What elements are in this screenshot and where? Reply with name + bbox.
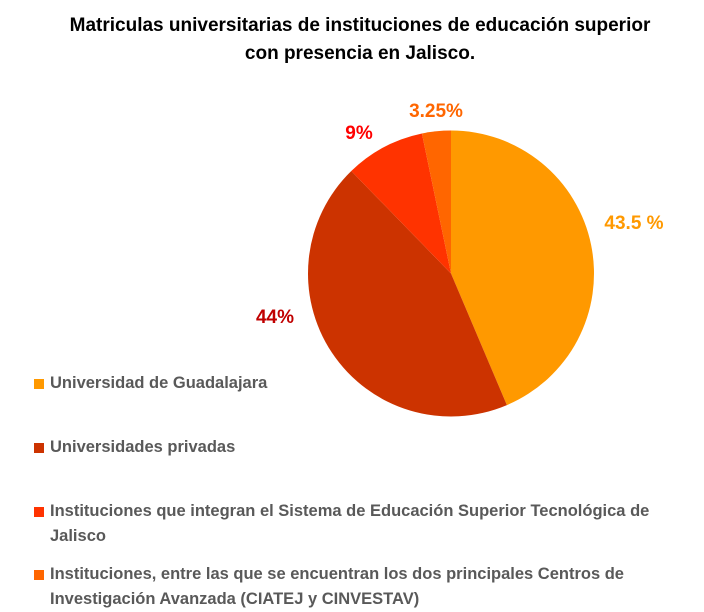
legend-label: Universidades privadas [50,438,236,456]
legend-item: Instituciones que integran el Sistema de… [34,499,654,549]
pie-slice [451,130,594,406]
pie-slice [308,171,507,417]
legend-swatch [34,507,44,517]
data-label: 3.25% [409,101,463,122]
legend-item: Instituciones, entre las que se encuentr… [34,562,654,612]
legend-label: Instituciones que integran el Sistema de… [50,502,650,545]
legend-label: Instituciones, entre las que se encuentr… [50,565,624,608]
data-label: 9% [345,123,373,144]
data-label: 43.5 % [604,213,663,234]
legend-swatch [34,379,44,389]
legend-swatch [34,443,44,453]
legend-item: Universidad de Guadalajara [34,371,267,396]
pie-slice [351,133,451,274]
legend-item: Universidades privadas [34,435,235,460]
data-label: 44% [256,307,294,328]
legend-label: Universidad de Guadalajara [50,374,268,392]
pie-slice [421,130,451,274]
chart-title: Matriculas universitarias de institucion… [69,15,651,64]
legend-swatch [34,570,44,580]
